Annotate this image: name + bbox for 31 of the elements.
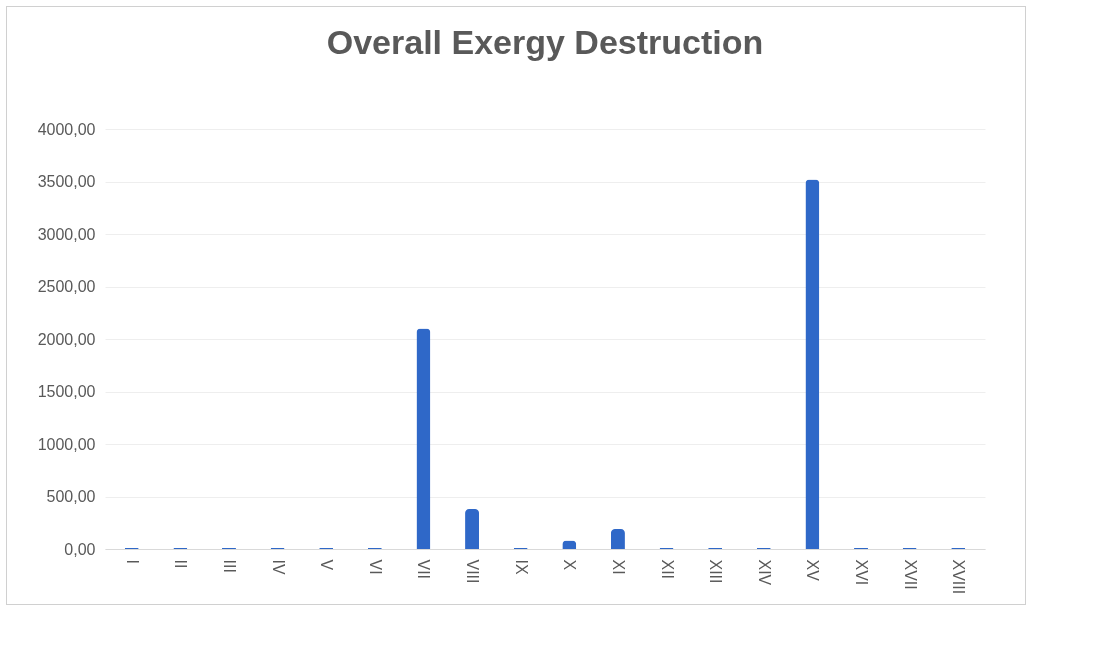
y-tick-label: 2000,00 bbox=[37, 330, 96, 348]
x-tick-label: III bbox=[220, 559, 238, 573]
bar bbox=[465, 509, 480, 549]
x-tick-label: II bbox=[172, 559, 190, 569]
bar bbox=[416, 328, 431, 549]
x-tick-label: XVIII bbox=[950, 559, 968, 595]
y-tick-label: 1000,00 bbox=[37, 435, 96, 453]
x-tick-label: VII bbox=[415, 559, 433, 580]
x-tick-label: IX bbox=[512, 559, 530, 575]
x-tick-label: VIII bbox=[464, 559, 482, 584]
chart-title: Overall Exergy Destruction bbox=[326, 23, 764, 61]
x-tick-label: XII bbox=[658, 559, 676, 580]
x-tick-label: IV bbox=[269, 559, 287, 575]
y-tick-label: 3500,00 bbox=[37, 173, 96, 190]
y-tick-label: 3000,00 bbox=[37, 225, 96, 243]
x-tick-label: XIII bbox=[707, 559, 725, 584]
y-tick-label: 0,00 bbox=[64, 540, 96, 558]
y-tick-label: 500,00 bbox=[46, 488, 96, 505]
x-tick-label: XV bbox=[804, 559, 822, 582]
x-tick-label: X bbox=[561, 559, 579, 571]
y-tick-label: 4000,00 bbox=[37, 120, 96, 138]
x-tick-label: VI bbox=[366, 559, 384, 575]
x-tick-label: XIV bbox=[755, 559, 773, 586]
x-tick-label: XVI bbox=[853, 559, 871, 586]
x-tick-label: XVII bbox=[901, 559, 919, 590]
y-tick-label: 1500,00 bbox=[37, 383, 96, 400]
x-tick-label: I bbox=[123, 559, 141, 564]
x-tick-label: XI bbox=[609, 559, 627, 575]
y-tick-label: 2500,00 bbox=[37, 278, 96, 295]
bar bbox=[805, 179, 820, 549]
x-tick-label: V bbox=[318, 559, 336, 571]
